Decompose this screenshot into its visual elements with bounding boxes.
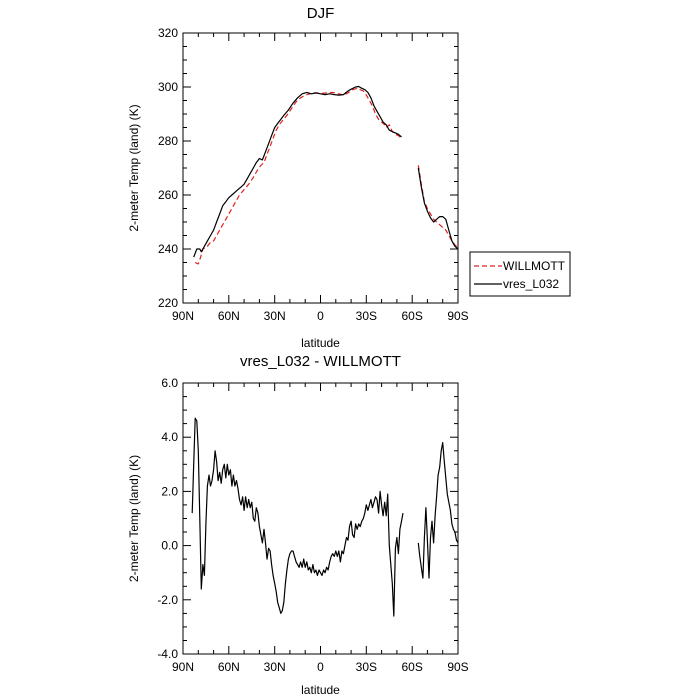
top-ytick-label: 260 — [158, 188, 178, 202]
bottom-xtick-label: 30N — [264, 660, 286, 674]
top-x-axis-label: latitude — [301, 336, 340, 350]
bottom-ytick-label: 2.0 — [161, 484, 178, 498]
top-y-axis-label: 2-meter Temp (land) (K) — [127, 104, 141, 231]
bottom-series-0-segment-0 — [191, 417, 404, 617]
legend-label-1: vres_L032 — [503, 277, 559, 291]
bottom-ytick-label: 4.0 — [161, 430, 178, 444]
bottom-xtick-label: 90S — [447, 660, 468, 674]
top-ytick-label: 280 — [158, 134, 178, 148]
bottom-chart-title: vres_L032 - WILLMOTT — [240, 353, 401, 370]
legend-box — [469, 251, 571, 297]
bottom-xtick-label: 60N — [218, 660, 240, 674]
top-ytick-label: 240 — [158, 242, 178, 256]
bottom-plot-frame — [182, 382, 459, 655]
top-ytick-label: 300 — [158, 80, 178, 94]
top-ytick-label: 220 — [158, 296, 178, 310]
top-series-0-segment-0 — [194, 87, 402, 265]
top-series-1-segment-0 — [193, 85, 402, 258]
top-xtick-label: 0 — [317, 309, 324, 323]
top-xtick-label: 60S — [401, 309, 422, 323]
bottom-y-axis-label: 2-meter Temp (land) (K) — [127, 455, 141, 582]
top-xtick-label: 60N — [218, 309, 240, 323]
bottom-xtick-label: 60S — [401, 660, 422, 674]
top-xtick-label: 90N — [172, 309, 194, 323]
bottom-ytick-label: 6.0 — [161, 376, 178, 390]
bottom-ytick-label: 0.0 — [161, 539, 178, 553]
bottom-series-0-segment-1 — [417, 442, 459, 579]
bottom-ytick-label: -2.0 — [157, 593, 178, 607]
legend-label-0: WILLMOTT — [503, 259, 566, 273]
top-plot-frame — [182, 32, 459, 304]
top-ytick-label: 320 — [158, 26, 178, 40]
bottom-xtick-label: 0 — [317, 660, 324, 674]
top-series-0-segment-1 — [417, 165, 459, 249]
top-series-1-segment-1 — [417, 167, 459, 250]
top-xtick-label: 90S — [447, 309, 468, 323]
top-xtick-label: 30S — [356, 309, 377, 323]
bottom-xtick-label: 90N — [172, 660, 194, 674]
bottom-xtick-label: 30S — [356, 660, 377, 674]
bottom-ytick-label: -4.0 — [157, 647, 178, 661]
bottom-x-axis-label: latitude — [301, 683, 340, 697]
top-xtick-label: 30N — [264, 309, 286, 323]
top-chart-title: DJF — [307, 5, 335, 22]
